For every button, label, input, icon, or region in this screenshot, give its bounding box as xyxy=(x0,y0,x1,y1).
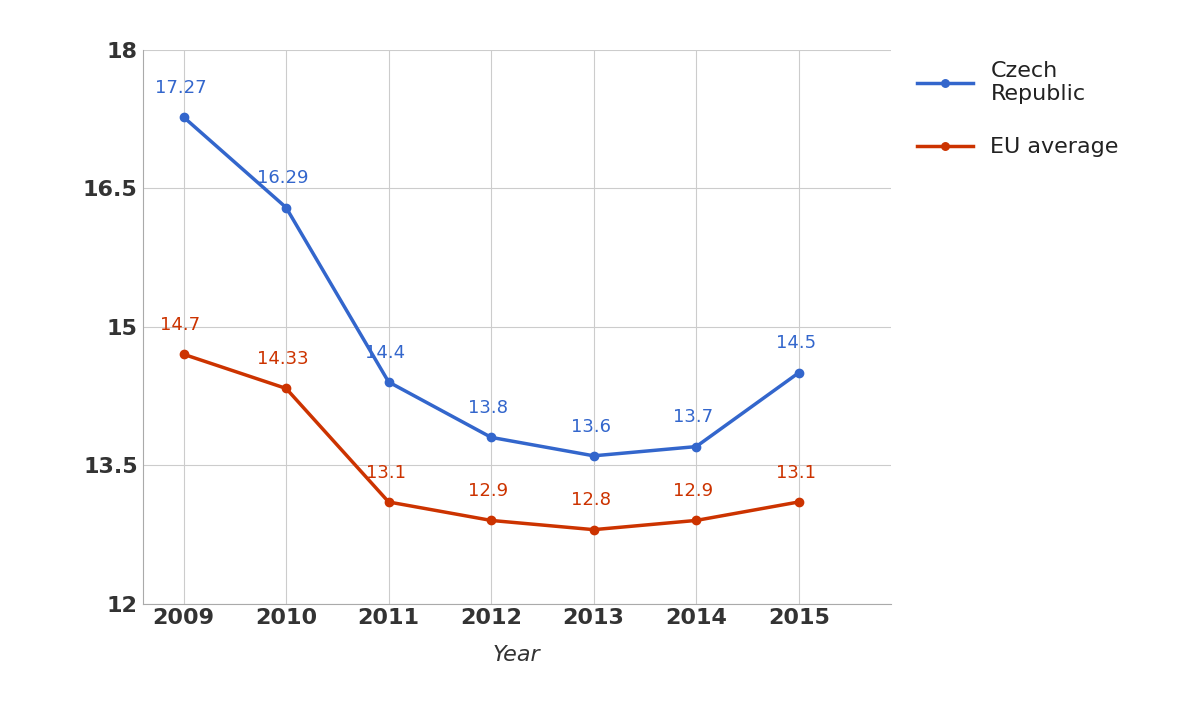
Czech
Republic xyxy=(587,452,601,460)
EU average xyxy=(177,350,191,359)
Czech
Republic xyxy=(381,378,396,386)
EU average xyxy=(484,516,498,525)
Text: 14.4: 14.4 xyxy=(366,344,405,361)
Text: 13.1: 13.1 xyxy=(366,464,405,481)
X-axis label: Year: Year xyxy=(493,645,541,665)
Line: Czech
Republic: Czech Republic xyxy=(179,113,803,460)
Text: 14.5: 14.5 xyxy=(776,334,816,352)
Text: 13.1: 13.1 xyxy=(776,464,816,481)
EU average xyxy=(587,525,601,534)
Text: 12.9: 12.9 xyxy=(468,482,508,500)
Text: 13.8: 13.8 xyxy=(468,399,508,417)
Line: EU average: EU average xyxy=(179,350,803,534)
Czech
Republic xyxy=(279,203,293,212)
Czech
Republic xyxy=(689,442,703,451)
EU average xyxy=(689,516,703,525)
Text: 12.8: 12.8 xyxy=(570,491,611,509)
EU average xyxy=(791,498,805,506)
Text: 12.9: 12.9 xyxy=(674,482,713,500)
Text: 13.6: 13.6 xyxy=(570,417,611,435)
Czech
Republic xyxy=(484,433,498,442)
Text: 13.7: 13.7 xyxy=(674,408,713,426)
Text: 16.29: 16.29 xyxy=(258,169,309,187)
EU average xyxy=(279,384,293,393)
Czech
Republic xyxy=(791,368,805,377)
Czech
Republic xyxy=(177,113,191,121)
Text: 14.33: 14.33 xyxy=(258,350,309,368)
EU average xyxy=(381,498,396,506)
Text: 17.27: 17.27 xyxy=(154,79,207,97)
Text: 14.7: 14.7 xyxy=(160,316,201,334)
Legend: Czech
Republic, EU average: Czech Republic, EU average xyxy=(917,61,1119,158)
